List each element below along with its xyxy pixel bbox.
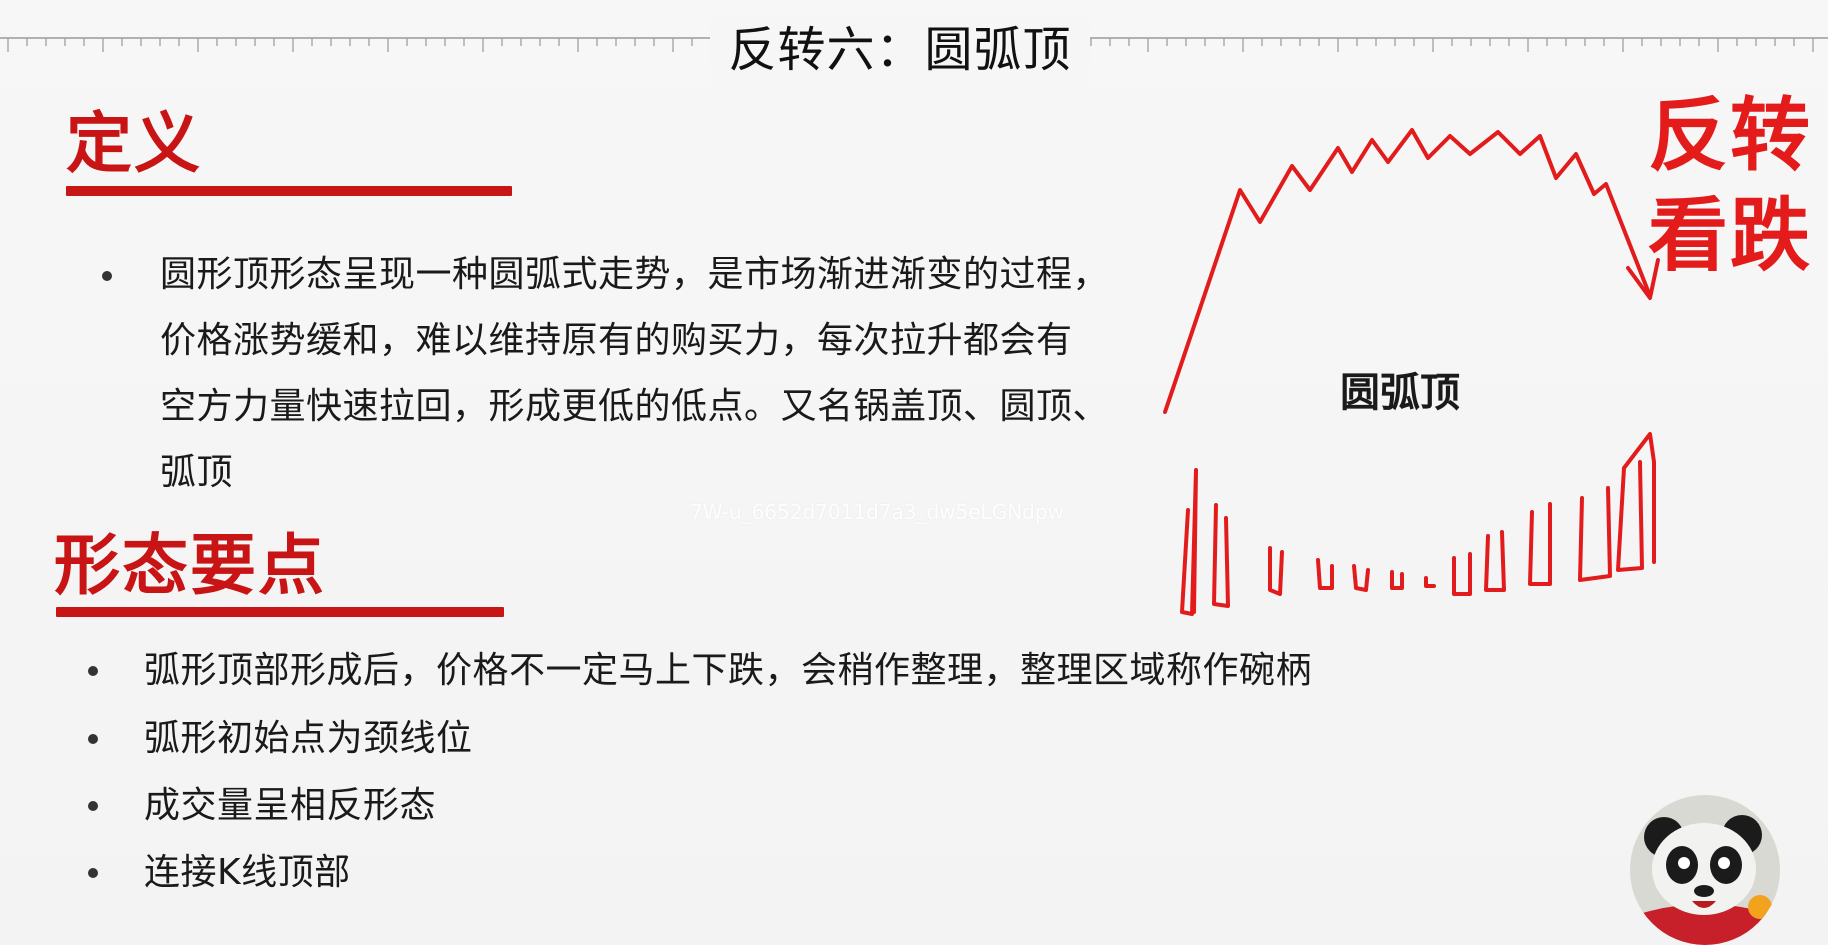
volume-bar [1268,546,1284,596]
key-point-item: 弧形顶部形成后，价格不一定马上下跌，会稍作整理，整理区域称作碗柄 [144,650,1313,691]
watermark: 7W-u_6652d7011d7a3_dw5eLGNdpw [690,500,1064,524]
definition-line: 价格涨势缓和，难以维持原有的购买力，每次拉升都会有 [160,320,1073,361]
definition-heading: 定义 [66,105,202,182]
key-point-item: 连接K线顶部 [144,852,351,893]
definition-line: 弧顶 [160,452,234,493]
volume-bar [1452,552,1472,596]
key-points-heading: 形态要点 [54,527,326,604]
volume-bar [1616,432,1656,572]
down-arrow-icon [1626,258,1660,300]
reversal-annotation: 反转 [1648,89,1812,182]
volume-bar [1578,486,1612,582]
definition-line: 圆形顶形态呈现一种圆弧式走势，是市场渐进渐变的过程， [160,254,1110,295]
volume-bar [1212,503,1230,608]
definition-text: 圆形顶形态呈现一种圆弧式走势，是市场渐进渐变的过程， 价格涨势缓和，难以维持原有… [160,242,1140,506]
key-point-item: 弧形初始点为颈线位 [144,718,473,759]
volume-bar [1180,468,1198,616]
volume-bar [1352,564,1370,592]
volume-bar [1424,576,1436,588]
key-point-bullet [88,801,98,811]
key-points-underline [56,607,504,617]
volume-bar [1528,502,1552,586]
slide-title: 反转六：圆弧顶 [710,18,1090,82]
volume-bar [1390,570,1404,590]
definition-bullet [102,271,112,281]
key-point-bullet [88,734,98,744]
volume-bar [1316,558,1334,590]
price-path [1163,128,1652,414]
volume-bar [1484,530,1506,592]
key-point-bullet [88,666,98,676]
panda-icon [1630,795,1780,945]
key-point-item: 成交量呈相反形态 [144,785,437,826]
diagram-label: 圆弧顶 [1340,370,1460,416]
rounding-top-drawing [1163,128,1660,616]
definition-underline [66,186,512,196]
bearish-annotation: 看跌 [1648,189,1812,282]
key-point-bullet [88,868,98,878]
definition-line: 空方力量快速拉回，形成更低的低点。又名锅盖顶、圆顶、 [160,386,1110,427]
presenter-avatar [1630,795,1780,945]
